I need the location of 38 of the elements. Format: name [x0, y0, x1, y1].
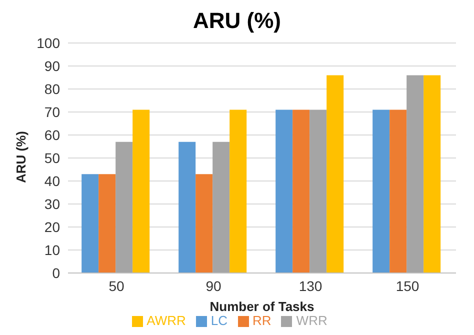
x-tick-label: 50	[108, 278, 124, 294]
bar	[276, 110, 293, 273]
chart-title: ARU (%)	[193, 8, 281, 33]
y-tick-label: 50	[44, 150, 60, 166]
bar	[390, 110, 407, 273]
bar	[424, 75, 441, 273]
legend-label: WRR	[296, 313, 328, 328]
bar	[196, 174, 213, 273]
y-tick-label: 70	[44, 104, 60, 120]
y-tick-label: 10	[44, 242, 60, 258]
legend-label: AWRR	[146, 313, 186, 328]
x-axis-title: Number of Tasks	[210, 299, 314, 314]
y-tick-label: 20	[44, 218, 60, 235]
bar	[212, 142, 230, 273]
bar	[292, 110, 310, 273]
bar	[82, 174, 99, 273]
x-tick-label: 90	[206, 278, 222, 294]
y-tick-label: 40	[44, 172, 60, 189]
bar	[406, 75, 424, 273]
legend-label: LC	[210, 313, 228, 328]
legend-label: RR	[252, 313, 272, 328]
bar	[372, 110, 390, 273]
y-axis-title: ARU (%)	[14, 131, 29, 183]
bar	[326, 75, 344, 273]
bar	[178, 142, 196, 273]
bar	[132, 110, 150, 273]
x-tick-label: 150	[396, 278, 420, 294]
x-tick-label: 130	[298, 278, 322, 294]
bar	[98, 174, 116, 273]
bar	[230, 110, 247, 273]
y-tick-label: 30	[44, 196, 60, 212]
bar	[116, 142, 133, 273]
bar	[310, 110, 327, 273]
y-tick-label: 60	[44, 126, 60, 143]
y-tick-label: 80	[44, 80, 60, 97]
y-tick-label: 100	[36, 34, 60, 51]
y-tick-label: 90	[44, 58, 60, 74]
y-tick-label: 0	[52, 264, 60, 281]
